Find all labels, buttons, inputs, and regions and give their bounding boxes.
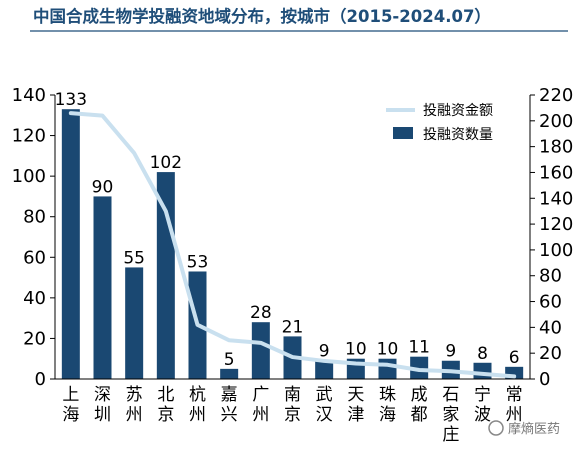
category-label: 深圳 bbox=[94, 385, 111, 425]
category-label: 武汉 bbox=[316, 385, 333, 425]
bar-value-label: 6 bbox=[509, 348, 520, 368]
category-label: 嘉兴 bbox=[221, 385, 238, 425]
line-point bbox=[450, 370, 452, 372]
bar-value-label: 9 bbox=[319, 342, 330, 362]
line-point bbox=[197, 324, 198, 326]
right-tick-label: 60 bbox=[539, 292, 562, 313]
right-tick-label: 200 bbox=[539, 111, 573, 132]
line-point bbox=[355, 363, 357, 365]
category-label: 北京 bbox=[157, 385, 174, 425]
left-tick-label: 120 bbox=[12, 126, 46, 147]
bar bbox=[220, 368, 239, 379]
category-label: 苏州 bbox=[126, 385, 143, 425]
bar bbox=[315, 360, 334, 379]
data-labels-layer: 133 90 55 102 53 5 28 21 9 10 10 11 9 8 6 bbox=[55, 90, 520, 370]
legend: 投融资金额 投融资数量 bbox=[386, 103, 493, 143]
left-tick-label: 60 bbox=[23, 247, 46, 268]
line-layer bbox=[68, 111, 517, 379]
left-tick-label: 0 bbox=[35, 369, 46, 390]
bar-value-label: 28 bbox=[250, 303, 272, 323]
bar-value-label: 10 bbox=[345, 340, 367, 360]
line-point bbox=[418, 369, 420, 371]
right-tick-label: 100 bbox=[539, 240, 573, 261]
bar bbox=[410, 356, 429, 379]
bar-value-label: 21 bbox=[282, 317, 304, 337]
legend-line-label: 投融资金额 bbox=[423, 103, 493, 119]
category-label: 上海 bbox=[62, 385, 79, 425]
line-point bbox=[482, 373, 483, 375]
line-point bbox=[292, 356, 293, 358]
right-tick-label: 180 bbox=[539, 137, 573, 158]
category-label: 成都 bbox=[411, 385, 428, 425]
bar bbox=[251, 322, 270, 379]
right-axis: 0 20 40 60 80 100 120 140 160 180 200 220 bbox=[529, 85, 573, 390]
chart-title: 中国合成生物学投融资地域分布，按城市（2015-2024.07） bbox=[33, 6, 491, 26]
watermark-icon bbox=[488, 420, 504, 436]
category-label: 杭州 bbox=[189, 385, 206, 425]
bar-value-label: 55 bbox=[123, 248, 145, 268]
bar bbox=[61, 109, 80, 379]
bar-value-label: 102 bbox=[150, 153, 182, 173]
right-tick-label: 120 bbox=[539, 214, 573, 235]
category-label: 天津 bbox=[347, 385, 364, 425]
line-point bbox=[70, 112, 72, 114]
left-axis: 0 20 40 60 80 100 120 140 bbox=[12, 85, 56, 390]
category-label: 珠海 bbox=[379, 385, 396, 425]
category-label: 常州 bbox=[506, 385, 523, 425]
line-point bbox=[513, 375, 515, 377]
right-tick-label: 40 bbox=[539, 317, 562, 338]
watermark: 摩熵医药 bbox=[488, 420, 560, 437]
bar-value-label: 5 bbox=[224, 350, 235, 370]
line-point bbox=[387, 364, 388, 366]
legend-bar-swatch bbox=[393, 127, 413, 139]
bar-value-label: 9 bbox=[445, 342, 456, 362]
category-label: 宁波 bbox=[474, 385, 491, 425]
line-point bbox=[323, 360, 325, 362]
bar-value-label: 133 bbox=[55, 90, 87, 110]
line-point bbox=[165, 210, 167, 212]
bar bbox=[378, 358, 397, 379]
line-point bbox=[133, 152, 135, 154]
right-tick-label: 220 bbox=[539, 85, 573, 106]
left-tick-label: 100 bbox=[12, 166, 46, 187]
bar bbox=[93, 196, 112, 379]
left-tick-label: 80 bbox=[23, 207, 46, 228]
bar bbox=[473, 362, 492, 379]
watermark-text: 摩熵医药 bbox=[508, 421, 560, 437]
category-label: 广州 bbox=[252, 385, 269, 425]
right-tick-label: 160 bbox=[539, 162, 573, 183]
left-tick-label: 20 bbox=[23, 328, 46, 349]
bar-value-label: 90 bbox=[92, 177, 114, 197]
line-point bbox=[102, 115, 103, 117]
category-label: 石家庄 bbox=[442, 385, 459, 445]
right-tick-label: 140 bbox=[539, 188, 573, 209]
bar-value-label: 8 bbox=[477, 344, 488, 364]
right-tick-label: 20 bbox=[539, 343, 562, 364]
legend-bar-label: 投融资数量 bbox=[423, 127, 493, 143]
bar-value-label: 53 bbox=[187, 252, 209, 272]
right-tick-label: 80 bbox=[539, 266, 562, 287]
line-point bbox=[260, 342, 262, 344]
bar-value-label: 11 bbox=[408, 338, 430, 358]
category-label: 南京 bbox=[284, 385, 301, 425]
left-tick-label: 40 bbox=[23, 288, 46, 309]
bar-value-label: 10 bbox=[377, 340, 399, 360]
left-tick-label: 140 bbox=[12, 85, 46, 106]
right-tick-label: 0 bbox=[539, 369, 550, 390]
bar bbox=[125, 267, 144, 379]
line-point bbox=[228, 339, 230, 341]
